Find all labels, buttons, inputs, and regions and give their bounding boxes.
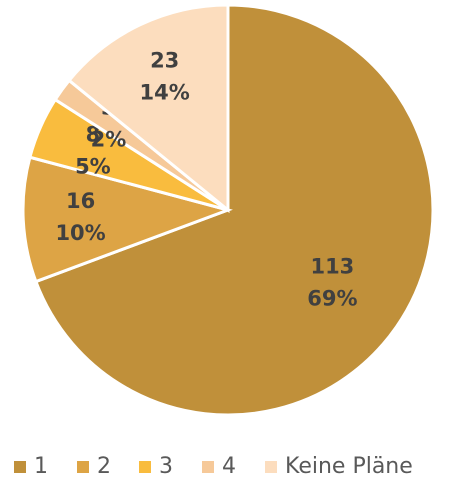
legend-label: 2 (97, 454, 111, 479)
pie-slice (33, 3, 435, 417)
data-label-value: 8 (86, 123, 101, 147)
legend-swatch (202, 461, 214, 473)
data-label-percent: 5% (75, 155, 111, 179)
legend-swatch (139, 461, 151, 473)
data-label-percent: 14% (140, 81, 190, 105)
legend-swatch (265, 461, 277, 473)
data-label-value: 16 (66, 189, 95, 213)
data-label-percent: 2% (91, 127, 127, 151)
legend-label: 3 (159, 454, 173, 479)
legend-swatch (77, 461, 89, 473)
data-label-percent: 69% (307, 287, 357, 311)
data-label-value: 23 (150, 49, 179, 73)
legend-swatch (14, 461, 26, 473)
data-label-value: 113 (310, 255, 354, 279)
pie-slice (67, 3, 230, 214)
legend-label: 4 (222, 454, 236, 479)
pie-slice (21, 155, 233, 284)
data-label-percent: 10% (55, 221, 105, 245)
legend-label: Keine Pläne (285, 454, 413, 479)
legend-label: 1 (34, 454, 48, 479)
